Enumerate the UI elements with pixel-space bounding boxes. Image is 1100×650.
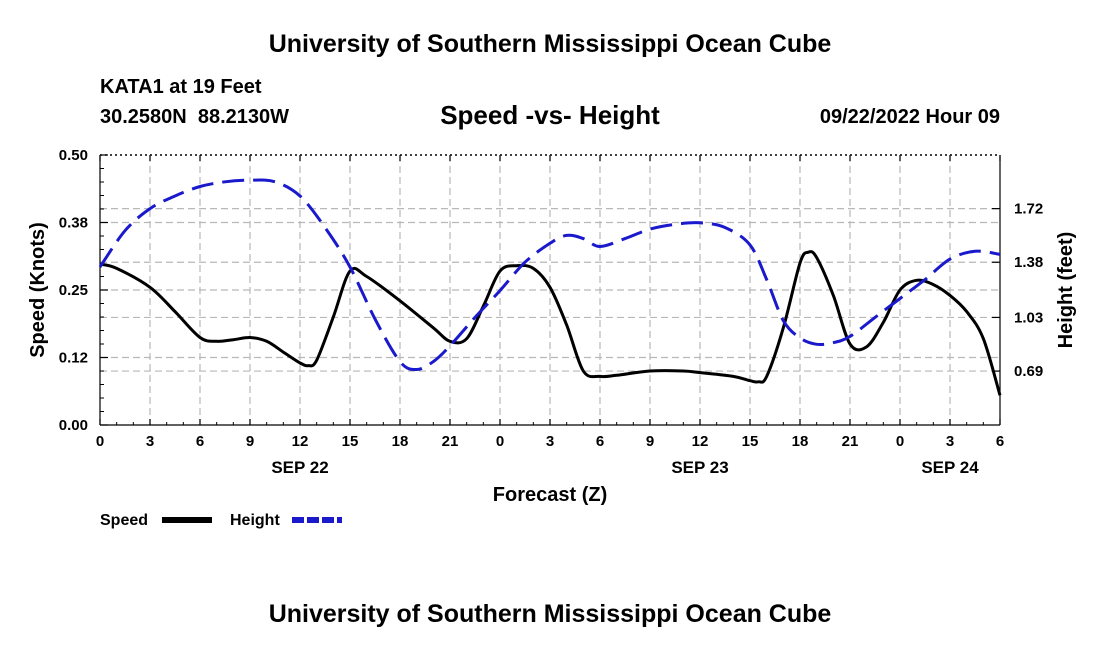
page-title: University of Southern Mississippi Ocean…	[268, 30, 832, 58]
series-line-speed	[99, 250, 1002, 396]
x-tick-label: 21	[442, 433, 459, 450]
legend-label-height: Height	[230, 512, 280, 529]
x-tick-label: 6	[196, 433, 204, 450]
x-tick-label: 12	[292, 433, 309, 450]
coordinates-label: 30.2580N 88.2130W	[100, 106, 290, 128]
series-line-height	[98, 178, 1001, 372]
station-label: KATA1 at 19 Feet	[100, 76, 262, 98]
y-tick-label-right: 0.69	[1014, 363, 1043, 380]
x-tick-label: 0	[896, 433, 904, 450]
date-label: SEP 23	[671, 458, 728, 477]
x-tick-label: 0	[96, 433, 104, 450]
datetime-label: 09/22/2022 Hour 09	[819, 106, 1000, 128]
chart-title: Speed -vs- Height	[440, 100, 660, 130]
x-axis-label: Forecast (Z)	[493, 484, 607, 506]
x-tick-label: 3	[946, 433, 954, 450]
y-tick-label-left: 0.25	[59, 282, 88, 299]
y-axis-label-right: Height (feet)	[1055, 232, 1077, 349]
date-label: SEP 24	[921, 458, 979, 477]
x-tick-label: 15	[342, 433, 359, 450]
x-tick-label: 18	[792, 433, 809, 450]
x-tick-label: 0	[496, 433, 504, 450]
x-tick-label: 3	[546, 433, 554, 450]
y-tick-label-right: 1.38	[1014, 254, 1043, 271]
x-tick-label: 3	[146, 433, 154, 450]
x-tick-label: 18	[392, 433, 409, 450]
footer-title: University of Southern Mississippi Ocean…	[268, 600, 832, 628]
x-tick-label: 15	[742, 433, 759, 450]
date-label: SEP 22	[271, 458, 328, 477]
legend-label-speed: Speed	[100, 512, 148, 529]
y-axis-label-left: Speed (Knots)	[27, 222, 49, 358]
y-tick-label-right: 1.03	[1014, 309, 1043, 326]
x-tick-label: 21	[842, 433, 859, 450]
x-tick-label: 9	[246, 433, 254, 450]
x-tick-label: 6	[996, 433, 1004, 450]
y-tick-label-left: 0.00	[59, 417, 88, 434]
y-tick-label-right: 1.72	[1014, 201, 1043, 218]
x-tick-label: 9	[646, 433, 654, 450]
x-tick-label: 12	[692, 433, 709, 450]
x-tick-label: 6	[596, 433, 604, 450]
y-tick-label-left: 0.38	[59, 215, 88, 232]
y-tick-label-left: 0.12	[59, 350, 88, 367]
y-tick-label-left: 0.50	[59, 147, 88, 164]
